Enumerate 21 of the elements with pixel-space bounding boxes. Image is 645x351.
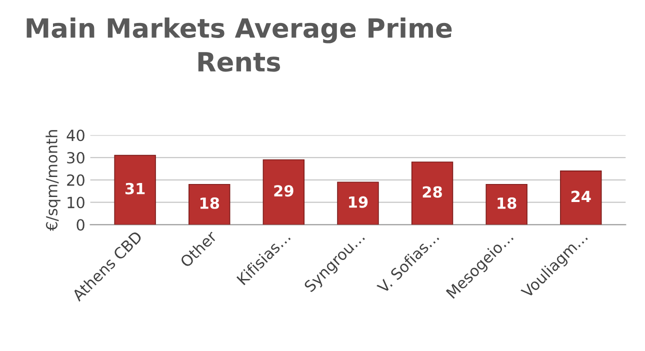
bar [114,154,156,225]
y-tick-label: 30 [67,152,84,164]
bar [188,184,230,225]
y-tick-label: 40 [66,130,84,142]
bar [337,182,379,225]
bar [560,170,602,225]
data-label: 24 [571,190,591,202]
data-label: 28 [422,186,442,198]
chart-title: Main Markets Average Prime Rents [26,18,452,72]
y-axis-title: €/sqm/month [46,130,60,231]
data-label: 19 [349,196,368,208]
y-tick-label: 20 [67,174,84,186]
bar [411,162,454,225]
bar [486,184,528,225]
data-label: 18 [200,197,220,209]
data-label: 31 [125,182,145,194]
y-tick-label: 10 [68,196,84,208]
y-tick-label: 0 [76,219,84,231]
data-label: 18 [498,197,516,209]
bar [262,159,305,225]
data-label: 29 [274,185,294,197]
